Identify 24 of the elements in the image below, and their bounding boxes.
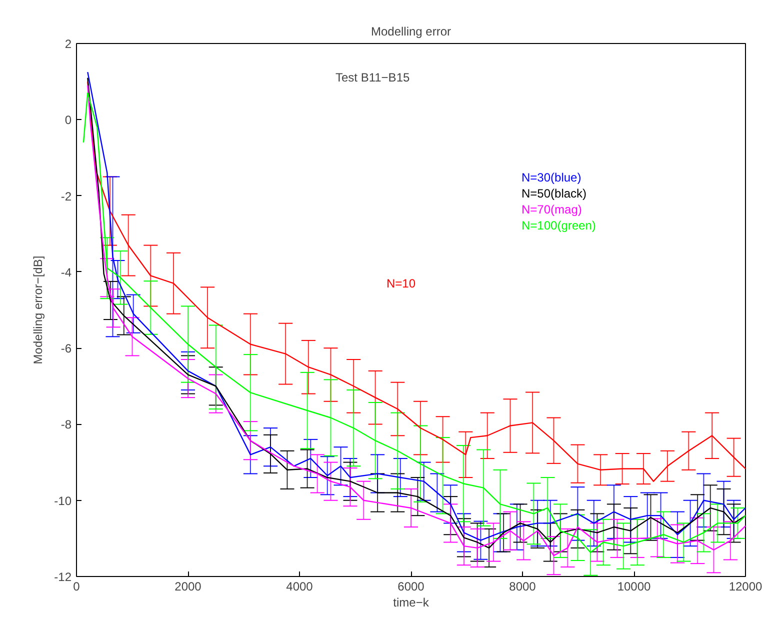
y-axis-title: Modelling error−[dB] xyxy=(31,256,46,364)
text: N=70(mag) xyxy=(522,202,582,216)
y-tick-label: -4 xyxy=(60,265,72,280)
x-tick-label: 12000 xyxy=(728,580,763,594)
y-tick-label: -6 xyxy=(60,342,72,356)
x-tick-label: 2000 xyxy=(174,580,202,594)
x-axis-title: time−k xyxy=(393,596,430,610)
y-tick-label: -2 xyxy=(60,189,72,204)
text: N=50(black) xyxy=(522,186,587,200)
x-tick-label: 4000 xyxy=(286,580,314,594)
annotation: Test B11−B15 xyxy=(336,70,410,84)
y-tick-label: -10 xyxy=(54,494,72,508)
x-tick-label: 10000 xyxy=(617,580,652,594)
y-tick-label: 2 xyxy=(64,37,72,51)
y-tick-label: 0 xyxy=(64,113,72,128)
x-tick-label: 8000 xyxy=(509,580,536,594)
text: N=10 xyxy=(386,276,416,290)
y-tick-label: -8 xyxy=(60,418,72,432)
text: N=100(green) xyxy=(522,218,596,232)
x-tick-label: 6000 xyxy=(398,580,425,594)
chart-title: Modelling error xyxy=(370,24,452,38)
y-tick-label: -12 xyxy=(54,570,72,584)
text: N=30(blue) xyxy=(522,170,582,184)
x-tick-label: 0 xyxy=(73,580,80,594)
